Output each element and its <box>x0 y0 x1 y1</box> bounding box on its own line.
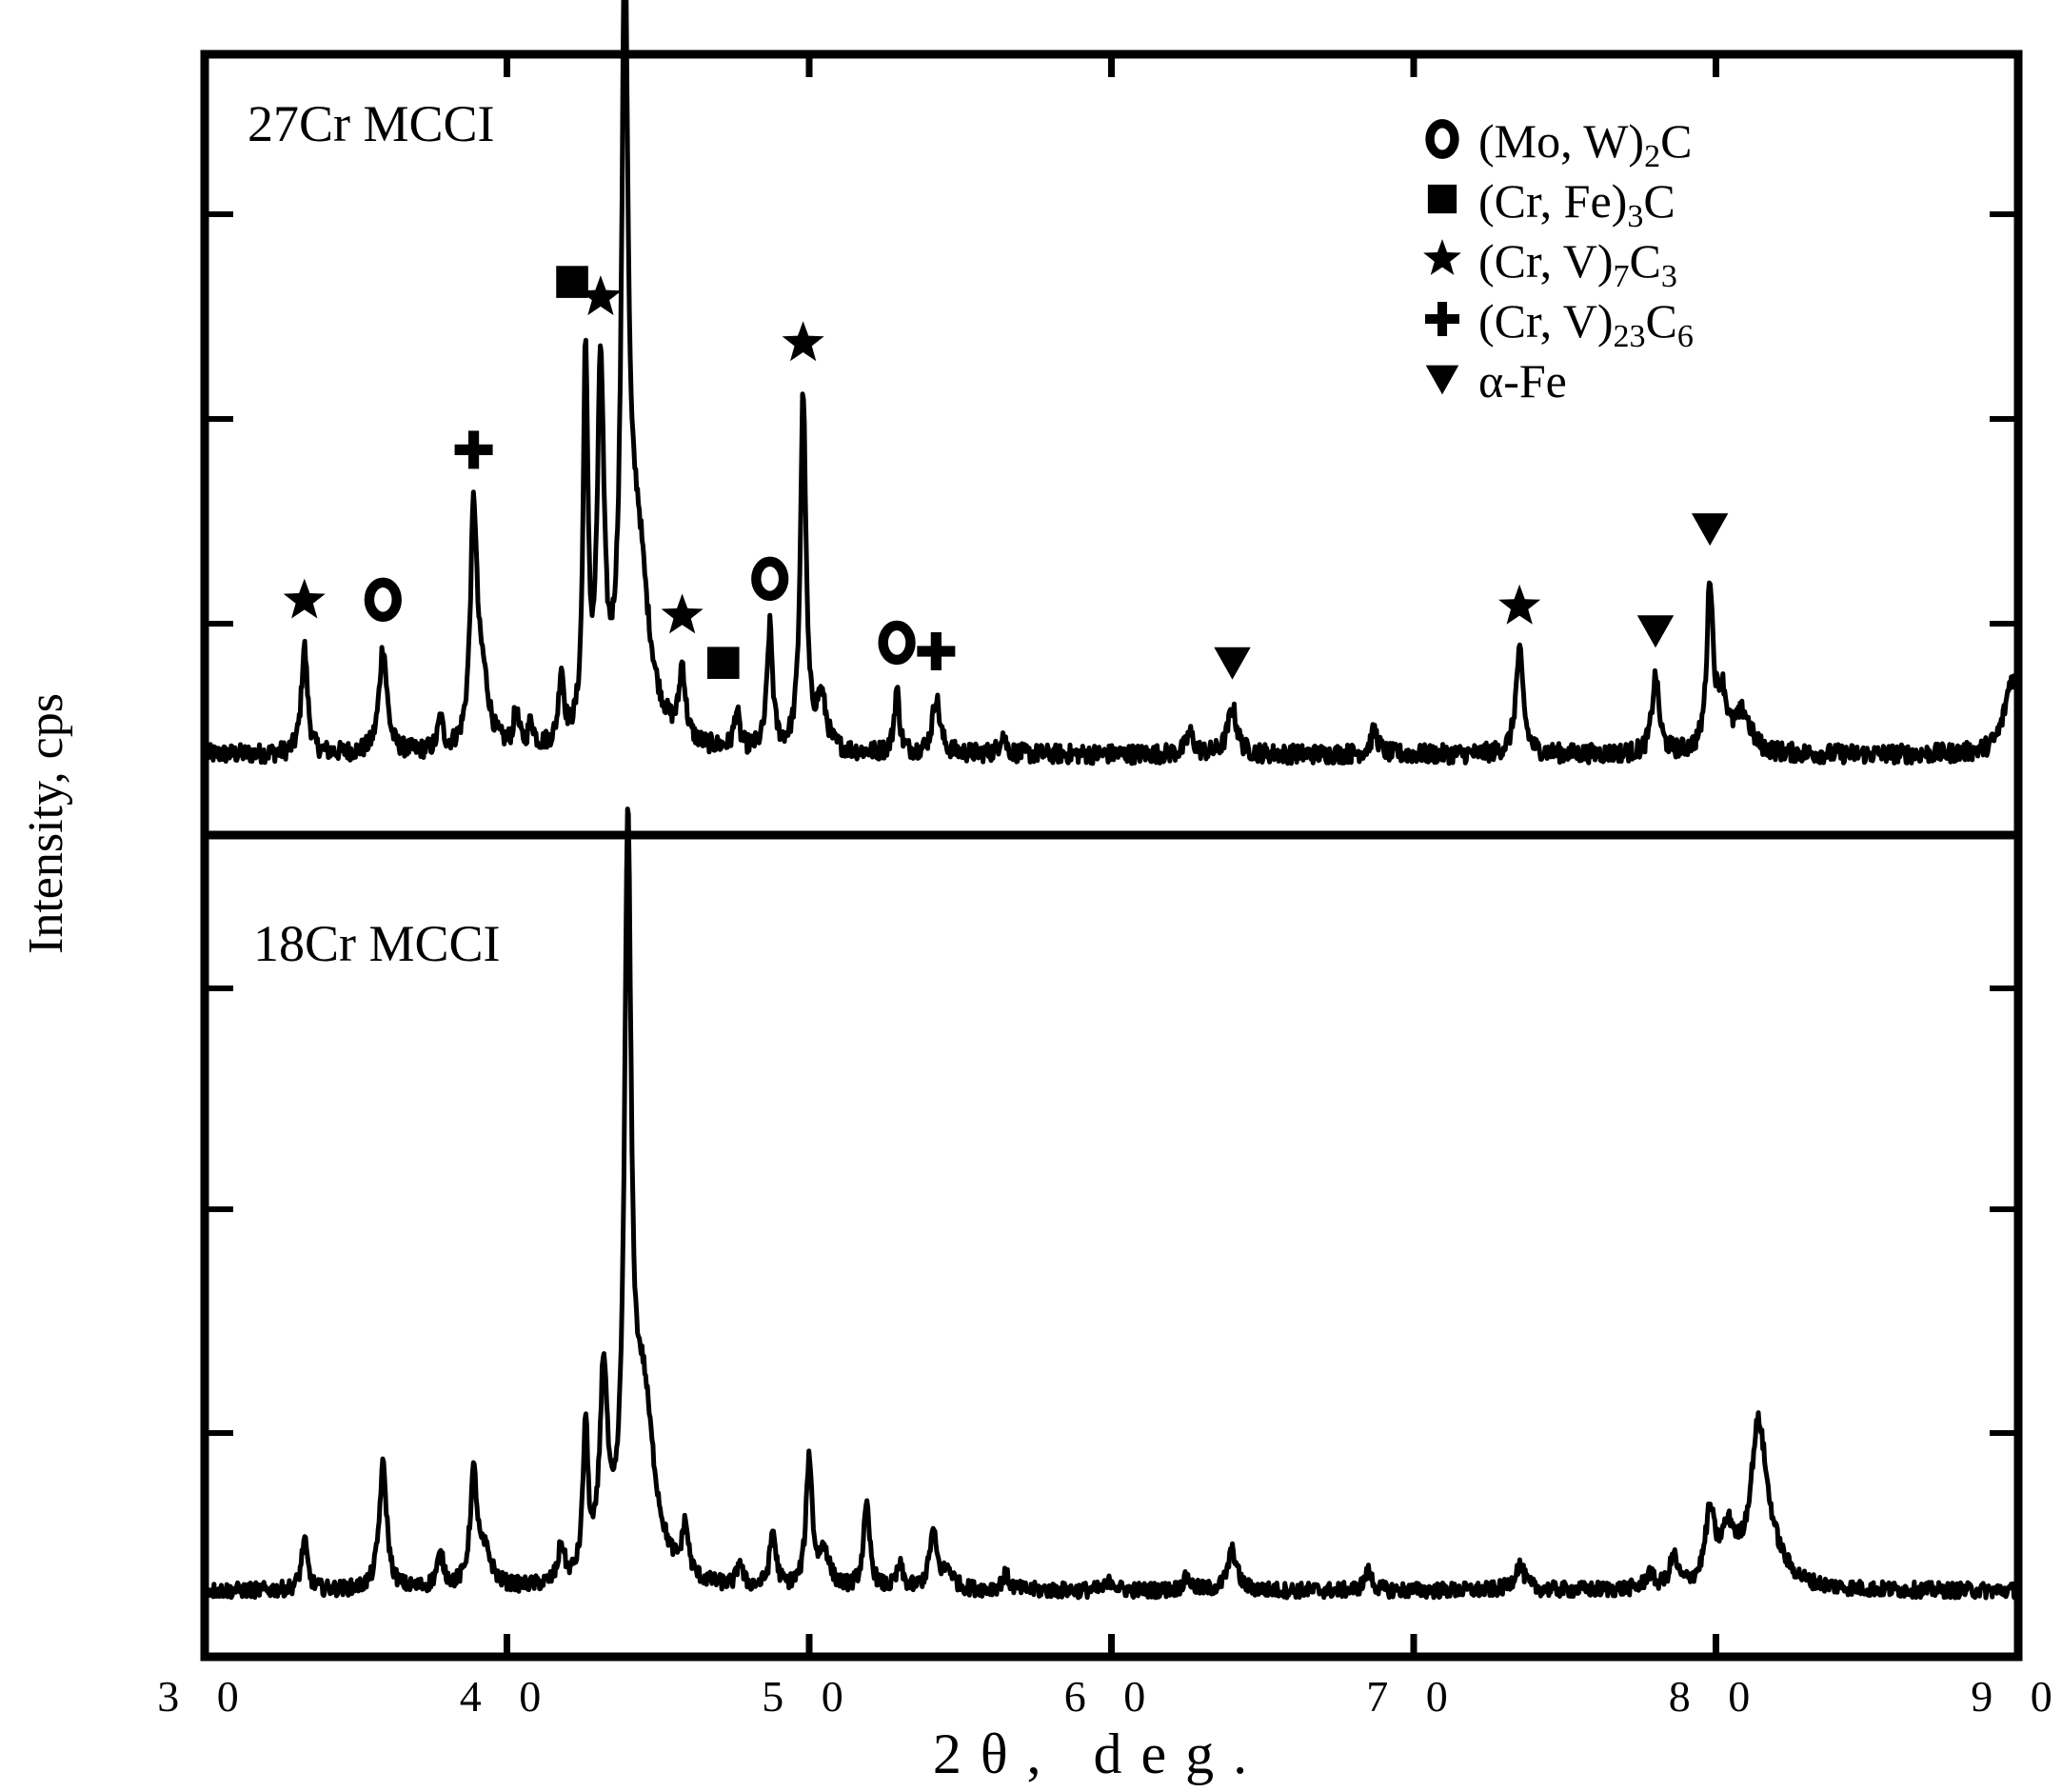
legend-entry-2: (Cr, V)7C3 <box>1478 234 1677 294</box>
legend-entry-0: (Mo, W)2C <box>1478 114 1692 174</box>
legend-triangle-icon <box>1425 365 1459 395</box>
legend-star-icon <box>1423 239 1461 275</box>
legend-entry-4: α-Fe <box>1478 354 1567 408</box>
x-tick-label: 8 0 <box>1669 1672 1764 1721</box>
star-marker <box>283 578 326 619</box>
circle-marker <box>364 577 402 622</box>
triangle-marker <box>1636 615 1675 648</box>
legend-circle-icon <box>1425 119 1459 159</box>
cross-marker <box>454 430 493 469</box>
square-marker <box>707 647 740 679</box>
legend-square-icon <box>1427 184 1457 214</box>
x-tick-label: 6 0 <box>1064 1672 1160 1721</box>
x-tick-label: 5 0 <box>762 1672 857 1721</box>
legend-entry-3: (Cr, V)23C6 <box>1478 294 1694 354</box>
plot-frame <box>200 50 2023 1662</box>
x-tick-label: 3 0 <box>157 1672 252 1721</box>
triangle-marker <box>1691 513 1729 547</box>
y-axis-label: Intensity, cps <box>19 693 73 954</box>
plot-border <box>200 50 2023 1662</box>
legend-entry-1: (Cr, Fe)3C <box>1478 174 1675 234</box>
legend: (Mo, W)2C(Cr, Fe)3C(Cr, V)7C3(Cr, V)23C6… <box>1423 114 1694 408</box>
tick-marks <box>205 54 2018 1657</box>
star-marker <box>782 321 824 362</box>
cross-marker <box>917 631 956 670</box>
peak-markers <box>283 266 1729 680</box>
x-tick-labels: 3 0 4 0 5 0 6 0 7 0 8 0 9 0 <box>157 1672 2062 1721</box>
star-marker <box>661 593 704 634</box>
x-axis-label: 2θ, deg. <box>933 1722 1266 1785</box>
star-marker <box>579 275 622 316</box>
x-tick-label: 9 0 <box>1971 1672 2062 1721</box>
legend-cross-icon <box>1425 302 1459 336</box>
star-marker <box>1498 584 1541 625</box>
circle-marker <box>751 556 789 602</box>
trace-bottom <box>205 806 2019 1601</box>
series-traces <box>205 0 2020 1601</box>
x-tick-label: 7 0 <box>1366 1672 1461 1721</box>
x-tick-label: 4 0 <box>460 1672 555 1721</box>
trace-top <box>205 0 2020 767</box>
circle-marker <box>878 620 916 666</box>
triangle-marker <box>1214 647 1251 680</box>
panel-label-bottom: 18Cr MCCI <box>253 915 501 972</box>
panel-label-top: 27Cr MCCI <box>248 95 495 152</box>
